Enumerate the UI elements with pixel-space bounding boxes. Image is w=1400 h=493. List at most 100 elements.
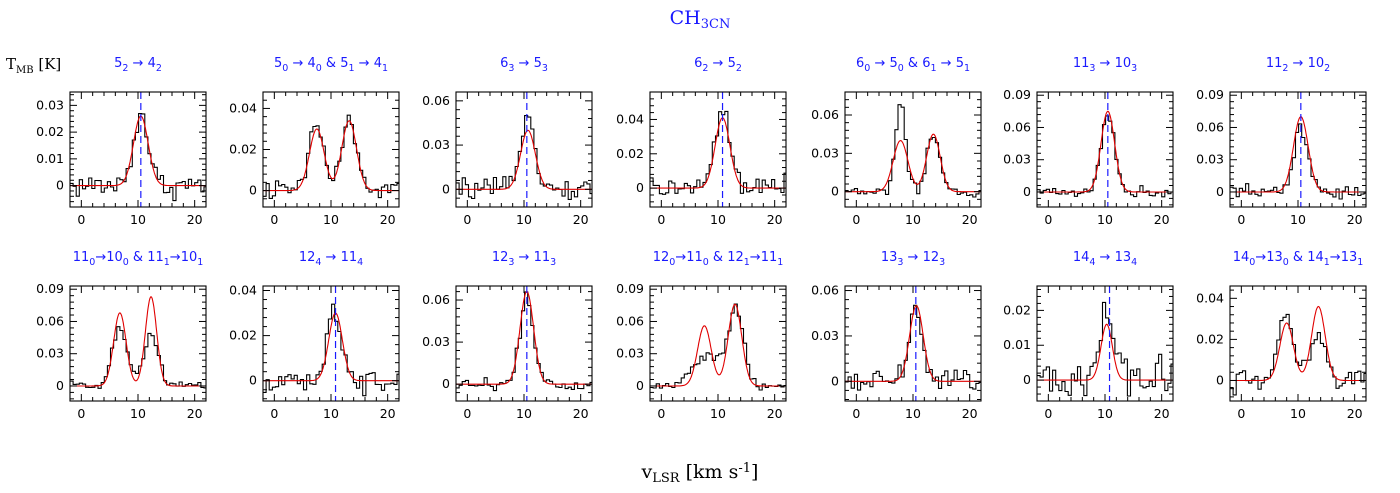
- panel-title: 110→100 & 111→101​: [73, 250, 204, 268]
- x-tick-label: 10: [516, 212, 532, 227]
- y-tick-label: 0.02: [229, 142, 257, 157]
- y-tick-label: 0.09: [616, 281, 644, 296]
- y-tick-label: 0: [442, 376, 450, 391]
- y-tick-label: 0.06: [811, 107, 839, 122]
- model-fit: [650, 303, 786, 387]
- panel-title: 63 → 53​: [500, 56, 548, 74]
- y-tick-label: 0.03: [422, 334, 450, 349]
- model-fit: [1230, 305, 1366, 382]
- x-tick-label: 10: [130, 406, 146, 421]
- y-tick-label: 0.01: [1003, 337, 1031, 352]
- x-tick-label: 0: [77, 212, 85, 227]
- observed-spectrum: [1230, 123, 1366, 200]
- model-fit: [263, 312, 399, 382]
- y-tick-label: 0.06: [422, 292, 450, 307]
- spectrum-panel-3: 63 → 53​ 0 10 20 0 0.03 0.06: [422, 56, 593, 227]
- x-tick-label: 20: [187, 212, 203, 227]
- x-tick-label: 10: [516, 406, 532, 421]
- observed-spectrum: [1037, 301, 1173, 397]
- panel-title: 120→110 & 121→111​: [653, 250, 784, 268]
- panel-title: 133 → 123​: [881, 250, 945, 268]
- y-tick-label: 0: [1023, 372, 1031, 387]
- x-tick-label: 20: [962, 212, 978, 227]
- y-tick-label: 0: [56, 378, 64, 393]
- y-tick-label: 0.02: [616, 146, 644, 161]
- x-tick-label: 0: [77, 406, 85, 421]
- x-tick-label: 0: [657, 406, 665, 421]
- y-tick-label: 0.02: [36, 124, 64, 139]
- y-tick-label: 0: [249, 183, 257, 198]
- x-tick-label: 0: [270, 212, 278, 227]
- y-tick-label: 0: [831, 373, 839, 388]
- spectrum-panel-14: 140→130 & 141→131​ 0 10 20 0 0.02 0.04: [1196, 250, 1367, 421]
- x-tick-label: 20: [767, 406, 783, 421]
- x-tick-label: 10: [1290, 212, 1306, 227]
- y-tick-label: 0.01: [36, 151, 64, 166]
- x-tick-label: 20: [573, 212, 589, 227]
- spectrum-panel-13: 144 → 134​ 0 10 20 0 0.01 0.02: [1003, 250, 1174, 421]
- spectrum-panel-11: 120→110 & 121→111​ 0 10 20 0 0.03 0.06 0.09: [616, 250, 787, 421]
- panel-title: 52 → 42​: [114, 56, 162, 74]
- x-tick-label: 0: [1044, 406, 1052, 421]
- x-tick-label: 10: [130, 212, 146, 227]
- panel-title: 144 → 134​: [1073, 250, 1137, 268]
- spectrum-panel-5: 60 → 50 & 61 → 51​ 0 10 20 0 0.03 0.06: [811, 56, 982, 227]
- y-tick-label: 0: [1216, 184, 1224, 199]
- panel-frame: [1036, 91, 1174, 208]
- y-tick-label: 0.06: [811, 283, 839, 298]
- panel-grid: 52 → 42​ 0 10 20 0 0.01 0.02 0.03 50 → 40 & 51 →…: [36, 56, 1367, 421]
- y-tick-label: 0: [831, 184, 839, 199]
- observed-spectrum: [1037, 115, 1173, 198]
- y-tick-label: 0.06: [1003, 119, 1031, 134]
- y-tick-label: 0.03: [1196, 152, 1224, 167]
- y-tick-label: 0.09: [36, 281, 64, 296]
- x-tick-label: 20: [1347, 212, 1363, 227]
- x-tick-label: 20: [1154, 212, 1170, 227]
- x-tick-label: 20: [573, 406, 589, 421]
- x-tick-label: 10: [1290, 406, 1306, 421]
- y-tick-label: 0.04: [1196, 290, 1224, 305]
- y-tick-label: 0: [1216, 372, 1224, 387]
- y-tick-label: 0.04: [229, 283, 257, 298]
- y-tick-label: 0.06: [422, 93, 450, 108]
- panel-title: 112 → 102​: [1266, 56, 1330, 74]
- x-tick-label: 20: [1347, 406, 1363, 421]
- observed-spectrum: [70, 326, 206, 389]
- y-tick-label: 0.04: [616, 111, 644, 126]
- panel-title: 60 → 50 & 61 → 51​: [856, 56, 970, 74]
- x-tick-label: 20: [380, 406, 396, 421]
- model-fit: [456, 129, 592, 190]
- model-fit: [1037, 323, 1173, 381]
- observed-spectrum: [845, 304, 981, 391]
- spectrum-panel-6: 113 → 103​ 0 10 20 0 0.03 0.06 0.09: [1003, 56, 1174, 227]
- panel-frame: [649, 91, 787, 208]
- y-tick-label: 0.02: [229, 328, 257, 343]
- x-tick-label: 10: [1097, 406, 1113, 421]
- spectrum-panel-7: 112 → 102​ 0 10 20 0 0.03 0.06 0.09: [1196, 56, 1367, 227]
- y-tick-label: 0: [1023, 184, 1031, 199]
- y-tick-label: 0.02: [1003, 302, 1031, 317]
- x-tick-label: 0: [852, 212, 860, 227]
- x-tick-label: 10: [710, 406, 726, 421]
- panel-title: 140→130 & 141→131​: [1233, 250, 1364, 268]
- x-tick-label: 10: [1097, 212, 1113, 227]
- x-tick-label: 10: [323, 406, 339, 421]
- panel-frame: [69, 91, 207, 208]
- observed-spectrum: [263, 303, 399, 397]
- x-tick-label: 10: [323, 212, 339, 227]
- panel-title: 113 → 103​: [1073, 56, 1137, 74]
- spectrum-panel-4: 62 → 52​ 0 10 20 0 0.02 0.04: [616, 56, 787, 227]
- spectrum-panel-1: 52 → 42​ 0 10 20 0 0.01 0.02 0.03: [36, 56, 207, 227]
- x-tick-label: 0: [1044, 212, 1052, 227]
- observed-spectrum: [650, 110, 786, 195]
- spectrum-panel-9: 124 → 114​ 0 10 20 0 0.02 0.04: [229, 250, 400, 421]
- x-tick-label: 20: [767, 212, 783, 227]
- panel-frame: [69, 285, 207, 402]
- y-tick-label: 0: [636, 180, 644, 195]
- y-tick-label: 0.09: [1003, 87, 1031, 102]
- y-tick-label: 0.03: [36, 97, 64, 112]
- observed-spectrum: [1230, 313, 1366, 396]
- observed-spectrum: [263, 114, 399, 199]
- observed-spectrum: [456, 115, 592, 200]
